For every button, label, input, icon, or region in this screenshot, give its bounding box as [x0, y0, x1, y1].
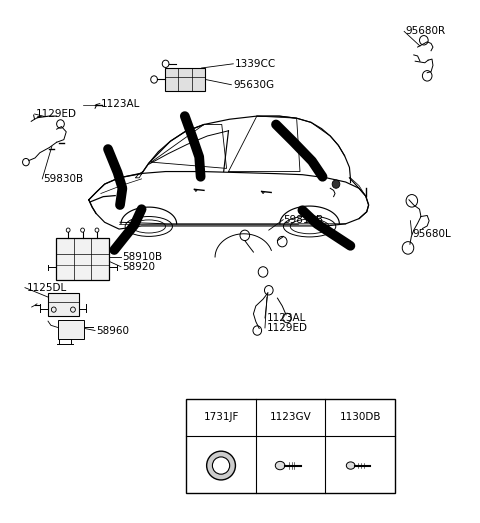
Ellipse shape — [275, 461, 285, 470]
Text: 1130DB: 1130DB — [339, 412, 381, 423]
Text: 95680R: 95680R — [406, 26, 446, 37]
Text: 58920: 58920 — [122, 262, 156, 272]
Bar — [58, 320, 84, 339]
Text: 95680L: 95680L — [413, 229, 452, 240]
Ellipse shape — [213, 457, 229, 474]
Text: 1123GV: 1123GV — [270, 412, 312, 423]
Text: 58960: 58960 — [96, 325, 129, 336]
Bar — [165, 68, 205, 91]
Text: 1123AL: 1123AL — [266, 313, 306, 323]
Text: 1125DL: 1125DL — [26, 282, 67, 293]
Text: 1129ED: 1129ED — [36, 109, 77, 119]
Text: 1339CC: 1339CC — [235, 59, 276, 69]
Text: 1129ED: 1129ED — [266, 323, 307, 333]
Text: 59810B: 59810B — [283, 214, 324, 225]
Bar — [56, 238, 109, 280]
Text: 59830B: 59830B — [43, 174, 84, 184]
Bar — [186, 399, 395, 493]
Ellipse shape — [347, 462, 355, 469]
Text: 95630G: 95630G — [233, 79, 275, 90]
Bar — [48, 293, 79, 316]
Ellipse shape — [207, 451, 236, 480]
Text: 1123AL: 1123AL — [101, 98, 140, 109]
Text: 1731JF: 1731JF — [204, 412, 239, 423]
Circle shape — [332, 180, 340, 188]
Text: 58910B: 58910B — [122, 252, 163, 263]
